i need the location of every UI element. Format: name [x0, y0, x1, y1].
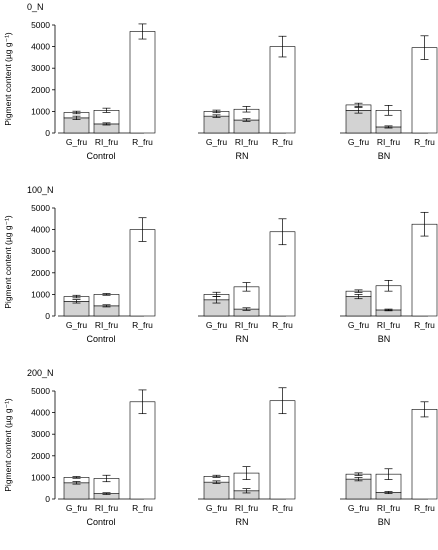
y-tick-label: 3000: [31, 246, 50, 256]
y-axis-label: Pigment content (µg g⁻¹): [3, 32, 13, 126]
bar-category-label: R_fru: [272, 503, 293, 513]
chart-panel-1: 100_N 0 1000 2000 3000 4000 5000 Pigment conten…: [3, 185, 438, 344]
panel-title: 200_N: [27, 368, 54, 378]
bar-category-label: RI_fru: [95, 503, 118, 513]
bar-upper-segment: [93, 294, 120, 307]
bar-upper-segment: [129, 401, 156, 500]
bar-category-label: G_fru: [66, 503, 88, 513]
bar-category-label: G_fru: [66, 320, 88, 330]
y-tick-label: 1000: [31, 472, 50, 482]
y-tick-label: 0: [45, 128, 50, 138]
y-tick-label: 4000: [31, 42, 50, 52]
y-tick-label: 2000: [31, 85, 50, 95]
bar-category-label: R_fru: [272, 320, 293, 330]
bar-category-label: R_fru: [132, 320, 153, 330]
bar-upper-segment: [411, 409, 438, 500]
bar-category-label: R_fru: [414, 503, 435, 513]
bar-category-label: RI_fru: [377, 137, 400, 147]
bar-lower-segment: [233, 119, 260, 134]
bar-category-label: RI_fru: [95, 320, 118, 330]
bar-lower-segment: [63, 117, 90, 134]
bar-category-label: RI_fru: [235, 503, 258, 513]
y-tick-label: 0: [45, 311, 50, 321]
y-tick-label: 1000: [31, 106, 50, 116]
bar-lower-segment: [345, 478, 372, 500]
bar-category-label: R_fru: [132, 137, 153, 147]
bar-lower-segment: [345, 110, 372, 134]
bar-lower-segment: [203, 481, 230, 500]
y-tick-label: 5000: [31, 203, 50, 213]
group-label: RN: [236, 517, 249, 527]
bar-category-label: R_fru: [414, 320, 435, 330]
bar-lower-segment: [63, 482, 90, 500]
bar-lower-segment: [63, 301, 90, 317]
bar-category-label: RI_fru: [377, 320, 400, 330]
bar-category-label: RI_fru: [235, 320, 258, 330]
bar-upper-segment: [129, 31, 156, 134]
group-label: BN: [378, 517, 391, 527]
bar-category-label: R_fru: [132, 503, 153, 513]
y-tick-label: 5000: [31, 20, 50, 30]
y-tick-label: 4000: [31, 225, 50, 235]
group-label: RN: [236, 151, 249, 161]
group-label: Control: [86, 517, 115, 527]
group-label: BN: [378, 334, 391, 344]
y-tick-label: 2000: [31, 451, 50, 461]
y-tick-label: 4000: [31, 408, 50, 418]
y-axis-label: Pigment content (µg g⁻¹): [3, 398, 13, 492]
bar-upper-segment: [269, 231, 296, 317]
group-label: BN: [378, 151, 391, 161]
panel-title: 100_N: [27, 185, 54, 195]
bar-category-label: G_fru: [206, 137, 228, 147]
group-label: Control: [86, 151, 115, 161]
bar-category-label: R_fru: [272, 137, 293, 147]
y-tick-label: 1000: [31, 289, 50, 299]
bar-upper-segment: [269, 46, 296, 134]
bar-category-label: G_fru: [348, 137, 370, 147]
bar-category-label: RI_fru: [95, 137, 118, 147]
y-tick-label: 3000: [31, 63, 50, 73]
bar-category-label: G_fru: [348, 503, 370, 513]
bar-upper-segment: [411, 47, 438, 134]
bar-lower-segment: [345, 296, 372, 317]
bar-category-label: G_fru: [206, 320, 228, 330]
y-tick-label: 5000: [31, 386, 50, 396]
bar-lower-segment: [203, 115, 230, 134]
y-tick-label: 2000: [31, 268, 50, 278]
chart-panel-0: 0_N 0 1000 2000 3000 4000 5000 Pigment content …: [3, 2, 438, 161]
y-axis-label: Pigment content (µg g⁻¹): [3, 215, 13, 309]
y-tick-label: 3000: [31, 429, 50, 439]
bar-upper-segment: [411, 223, 438, 317]
bar-category-label: RI_fru: [377, 503, 400, 513]
bar-category-label: G_fru: [206, 503, 228, 513]
chart-panel-2: 200_N 0 1000 2000 3000 4000 5000 Pigment conten…: [3, 368, 438, 527]
bar-lower-segment: [93, 305, 120, 317]
bar-upper-segment: [129, 229, 156, 317]
group-label: RN: [236, 334, 249, 344]
panel-title: 0_N: [27, 2, 44, 12]
bar-category-label: G_fru: [66, 137, 88, 147]
bar-upper-segment: [269, 400, 296, 500]
group-label: Control: [86, 334, 115, 344]
bar-category-label: R_fru: [414, 137, 435, 147]
bar-category-label: G_fru: [348, 320, 370, 330]
bar-category-label: RI_fru: [235, 137, 258, 147]
y-tick-label: 0: [45, 494, 50, 504]
